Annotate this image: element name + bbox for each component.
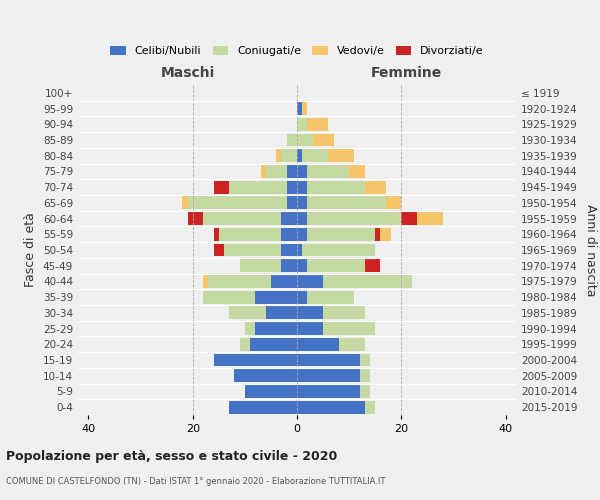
Bar xyxy=(365,180,386,194)
Bar xyxy=(297,322,323,335)
Bar xyxy=(281,212,297,225)
Bar xyxy=(229,306,266,320)
Bar xyxy=(307,180,365,194)
Bar xyxy=(266,306,297,320)
Bar xyxy=(203,212,281,225)
Bar xyxy=(271,275,297,288)
Bar xyxy=(281,228,297,240)
Bar xyxy=(297,212,307,225)
Bar xyxy=(297,180,307,194)
Legend: Celibi/Nubili, Coniugati/e, Vedovi/e, Divorziati/e: Celibi/Nubili, Coniugati/e, Vedovi/e, Di… xyxy=(106,41,488,60)
Bar xyxy=(214,228,219,240)
Bar xyxy=(297,290,307,304)
Bar xyxy=(187,212,203,225)
Y-axis label: Fasce di età: Fasce di età xyxy=(25,212,37,288)
Bar xyxy=(250,338,297,350)
Bar xyxy=(281,244,297,256)
Bar xyxy=(313,134,334,146)
Text: Popolazione per età, sesso e stato civile - 2020: Popolazione per età, sesso e stato civil… xyxy=(6,450,337,463)
Bar xyxy=(287,165,297,178)
Bar xyxy=(208,275,271,288)
Bar xyxy=(307,165,349,178)
Bar xyxy=(239,260,281,272)
Bar xyxy=(359,385,370,398)
Bar xyxy=(281,260,297,272)
Bar xyxy=(266,165,287,178)
Bar xyxy=(297,385,359,398)
Bar xyxy=(276,150,281,162)
Bar xyxy=(297,150,302,162)
Bar xyxy=(245,322,255,335)
Bar xyxy=(297,260,307,272)
Bar xyxy=(323,275,412,288)
Bar xyxy=(255,290,297,304)
Bar xyxy=(307,118,328,130)
Bar xyxy=(328,150,355,162)
Bar xyxy=(323,322,375,335)
Bar xyxy=(224,244,281,256)
Bar xyxy=(297,165,307,178)
Bar xyxy=(302,150,328,162)
Bar xyxy=(297,370,359,382)
Bar xyxy=(380,228,391,240)
Bar xyxy=(365,400,375,413)
Bar xyxy=(323,306,365,320)
Bar xyxy=(245,385,297,398)
Bar xyxy=(307,212,401,225)
Bar xyxy=(339,338,365,350)
Bar xyxy=(359,354,370,366)
Bar xyxy=(229,180,287,194)
Bar xyxy=(307,260,365,272)
Bar xyxy=(203,290,255,304)
Bar xyxy=(297,196,307,209)
Bar xyxy=(359,370,370,382)
Y-axis label: Anni di nascita: Anni di nascita xyxy=(584,204,597,296)
Text: Maschi: Maschi xyxy=(160,66,215,80)
Bar xyxy=(297,338,339,350)
Bar xyxy=(229,400,297,413)
Bar xyxy=(297,354,359,366)
Bar xyxy=(239,338,250,350)
Bar xyxy=(302,102,307,115)
Bar xyxy=(287,196,297,209)
Bar xyxy=(401,212,417,225)
Bar xyxy=(297,400,365,413)
Bar xyxy=(307,228,375,240)
Bar xyxy=(375,228,380,240)
Bar xyxy=(307,196,386,209)
Bar xyxy=(214,244,224,256)
Bar xyxy=(187,196,287,209)
Bar xyxy=(287,180,297,194)
Bar xyxy=(386,196,401,209)
Bar xyxy=(349,165,365,178)
Text: Femmine: Femmine xyxy=(371,66,442,80)
Bar xyxy=(297,244,302,256)
Bar xyxy=(417,212,443,225)
Bar xyxy=(235,370,297,382)
Bar xyxy=(219,228,281,240)
Bar xyxy=(297,228,307,240)
Bar xyxy=(214,180,229,194)
Bar xyxy=(297,134,313,146)
Bar xyxy=(281,150,297,162)
Bar xyxy=(365,260,380,272)
Bar xyxy=(297,275,323,288)
Bar xyxy=(297,306,323,320)
Bar xyxy=(260,165,266,178)
Bar xyxy=(287,134,297,146)
Text: COMUNE DI CASTELFONDO (TN) - Dati ISTAT 1° gennaio 2020 - Elaborazione TUTTITALI: COMUNE DI CASTELFONDO (TN) - Dati ISTAT … xyxy=(6,478,385,486)
Bar xyxy=(307,290,355,304)
Bar xyxy=(297,118,307,130)
Bar xyxy=(255,322,297,335)
Bar xyxy=(203,275,208,288)
Bar xyxy=(302,244,375,256)
Bar xyxy=(214,354,297,366)
Bar xyxy=(297,102,302,115)
Bar xyxy=(182,196,187,209)
